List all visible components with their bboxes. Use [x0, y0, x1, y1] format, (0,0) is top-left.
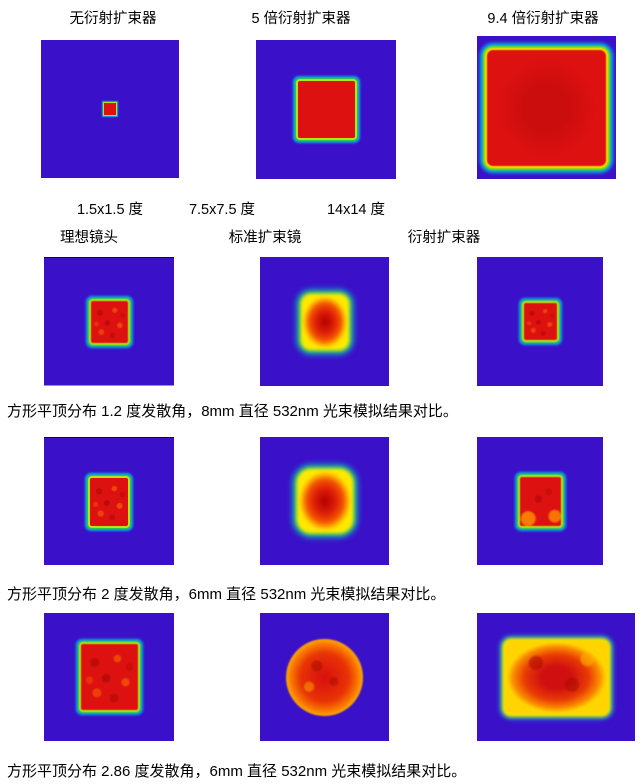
figure1-title-9-4x-expander: 9.4 倍衍射扩束器 — [487, 11, 599, 27]
heatmap-ideal-lens-1-2deg — [44, 257, 174, 386]
heatmap-diffractive-expander-1-2deg — [477, 257, 603, 386]
beam-spot-icon — [80, 644, 138, 710]
figure1-title-no-expander: 无衍射扩束器 — [69, 11, 157, 27]
figure2-header-diffractive-expander: 衍射扩束器 — [407, 230, 481, 246]
figure1-label-1-5deg: 1.5x1.5 度 — [76, 202, 144, 218]
beam-spot-1-5deg-icon — [104, 103, 116, 115]
figure1-title-5x-expander: 5 倍衍射扩束器 — [251, 11, 351, 27]
beam-spot-icon — [519, 476, 561, 526]
heatmap-diffractive-expander-2-86deg — [477, 613, 635, 741]
beam-spot-14deg-icon — [487, 49, 606, 166]
heatmap-standard-expander-2-86deg — [260, 613, 389, 741]
heatmap-5x-expander — [256, 40, 396, 179]
beam-spot-icon — [523, 303, 557, 340]
caption-1-2deg: 方形平顶分布 1.2 度发散角，8mm 直径 532nm 光束模拟结果对比。 — [7, 403, 458, 420]
beam-spot-icon — [504, 640, 608, 714]
heatmap-diffractive-expander-2deg — [477, 437, 603, 565]
figure2-header-standard-expander: 标准扩束镜 — [228, 230, 302, 246]
figure1-label-14deg: 14x14 度 — [326, 202, 386, 218]
heatmap-standard-expander-2deg — [260, 437, 389, 565]
figure1-label-7-5deg: 7.5x7.5 度 — [188, 202, 256, 218]
beam-spot-icon — [286, 638, 363, 716]
heatmap-ideal-lens-2-86deg — [44, 613, 174, 741]
beam-spot-icon — [297, 470, 352, 532]
caption-2-86deg: 方形平顶分布 2.86 度发散角，6mm 直径 532nm 光束模拟结果对比。 — [7, 763, 467, 780]
caption-2deg: 方形平顶分布 2 度发散角，6mm 直径 532nm 光束模拟结果对比。 — [7, 586, 446, 603]
heatmap-9-4x-expander — [477, 36, 616, 179]
heatmap-no-expander — [41, 40, 179, 178]
beam-spot-icon — [301, 294, 348, 349]
heatmap-ideal-lens-2deg — [44, 437, 174, 565]
heatmap-standard-expander-1-2deg — [260, 257, 389, 386]
beam-spot-7-5deg-icon — [297, 81, 355, 138]
beam-spot-icon — [90, 300, 128, 343]
figure2-header-ideal-lens: 理想镜头 — [60, 230, 118, 246]
beam-spot-icon — [90, 477, 128, 526]
